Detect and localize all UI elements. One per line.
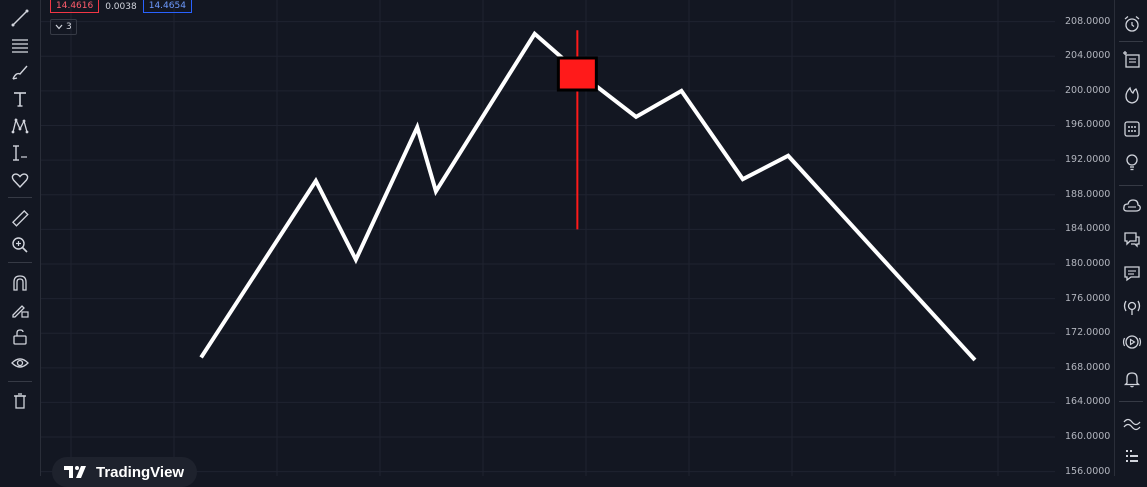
toolbar-divider <box>1119 401 1143 402</box>
trend-line-icon[interactable] <box>8 7 32 29</box>
price-tick-label: 192.0000 <box>1065 154 1111 166</box>
candle-body[interactable] <box>556 56 598 92</box>
right-toolbar <box>1114 0 1147 476</box>
watchlist-add-icon[interactable] <box>1121 49 1143 71</box>
price-tick-label: 164.0000 <box>1065 396 1111 408</box>
price-chart[interactable] <box>41 0 1055 476</box>
chevron-down-icon <box>55 24 63 30</box>
price-tick-label: 184.0000 <box>1065 223 1111 235</box>
tradingview-logo[interactable]: TradingView <box>52 457 197 487</box>
indicator-legend: 14.4616 0.0038 14.4654 <box>50 0 192 13</box>
eye-icon[interactable] <box>8 352 32 374</box>
left-drawing-toolbar <box>0 0 41 476</box>
legend-collapse-button[interactable]: 3 <box>50 19 77 35</box>
price-tick-label: 176.0000 <box>1065 292 1111 304</box>
cloud-chat-icon[interactable] <box>1121 195 1143 217</box>
price-tick-label: 196.0000 <box>1065 119 1111 131</box>
calendar-grid-icon[interactable] <box>1121 118 1143 140</box>
notification-bell-icon[interactable] <box>1121 368 1143 390</box>
price-tick-label: 208.0000 <box>1065 15 1111 27</box>
price-tick-label: 160.0000 <box>1065 431 1111 443</box>
data-window-icon[interactable] <box>1121 446 1143 468</box>
chat-bubbles-icon[interactable] <box>1121 228 1143 250</box>
price-tick-label: 180.0000 <box>1065 257 1111 269</box>
lock-open-icon[interactable] <box>8 326 32 348</box>
legend-value-red: 14.4616 <box>50 0 100 13</box>
price-tick-label: 156.0000 <box>1065 465 1111 477</box>
magnet-icon[interactable] <box>8 272 32 294</box>
lightbulb-icon[interactable] <box>1121 151 1143 173</box>
toolbar-divider <box>8 262 32 263</box>
toolbar-divider <box>8 197 32 198</box>
price-tick-label: 168.0000 <box>1065 361 1111 373</box>
zoom-in-icon[interactable] <box>8 234 32 256</box>
legend-value-blue: 14.4654 <box>142 0 192 13</box>
toolbar-divider <box>8 381 32 382</box>
trash-icon[interactable] <box>8 390 32 412</box>
price-tick-label: 188.0000 <box>1065 188 1111 200</box>
price-axis[interactable]: 208.0000 204.0000 200.0000 196.0000 192.0000… <box>1055 0 1115 477</box>
chart-pane[interactable] <box>41 0 1055 476</box>
price-tick-label: 200.0000 <box>1065 84 1111 96</box>
legend-collapse-count: 3 <box>66 22 72 32</box>
alarm-clock-icon[interactable] <box>1121 13 1143 35</box>
wave-lines-icon[interactable] <box>1121 412 1143 434</box>
ruler-icon[interactable] <box>8 207 32 229</box>
text-tool-icon[interactable] <box>8 88 32 110</box>
tradingview-logo-text: TradingView <box>96 463 185 481</box>
heart-icon[interactable] <box>8 169 32 191</box>
tradingview-logo-icon <box>64 466 86 478</box>
pattern-icon[interactable] <box>8 115 32 137</box>
toolbar-divider <box>1119 185 1143 186</box>
hotlist-fire-icon[interactable] <box>1121 84 1143 106</box>
pencil-lock-icon[interactable] <box>8 299 32 321</box>
price-line[interactable] <box>199 30 977 362</box>
streams-play-icon[interactable] <box>1121 331 1143 353</box>
legend-value-mid: 0.0038 <box>105 1 137 12</box>
forecast-icon[interactable] <box>8 142 32 164</box>
price-tick-label: 204.0000 <box>1065 50 1111 62</box>
ideas-broadcast-icon[interactable] <box>1121 296 1143 318</box>
brush-icon[interactable] <box>8 61 32 83</box>
fib-retracement-icon[interactable] <box>8 34 32 56</box>
price-tick-label: 172.0000 <box>1065 327 1111 339</box>
toolbar-divider <box>1119 41 1143 42</box>
message-icon[interactable] <box>1121 262 1143 284</box>
